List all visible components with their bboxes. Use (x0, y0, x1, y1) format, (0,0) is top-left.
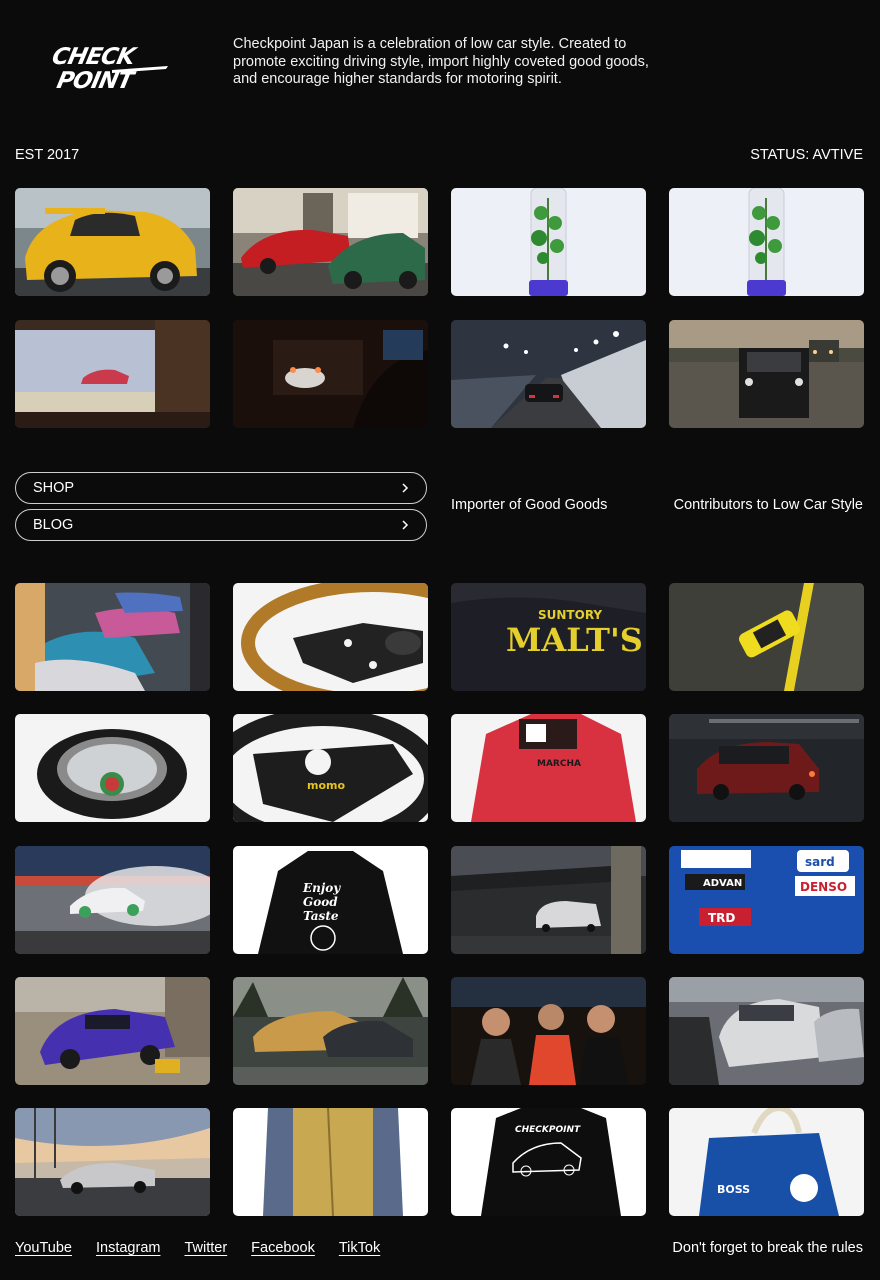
tile-gold-steering-wheel[interactable] (233, 583, 428, 691)
shop-button[interactable]: SHOP (15, 472, 427, 504)
tile-silver-skyline-lot[interactable] (669, 977, 864, 1085)
momo-text: momo (307, 779, 345, 792)
tile-shift-knob-plant-2[interactable] (669, 188, 864, 296)
tile-yellow-porsche[interactable] (15, 188, 210, 296)
established-label: EST 2017 (15, 147, 80, 163)
blog-button-label: BLOG (33, 517, 74, 533)
tile-purple-drift-car[interactable] (15, 977, 210, 1085)
malts-main-text: MALT'S (506, 621, 643, 659)
advan-text: ADVAN (703, 878, 742, 889)
sard-text: sard (805, 855, 835, 869)
tile-aerial-yellow-car[interactable] (669, 583, 864, 691)
hoodie-text-1: Enjoy (302, 881, 341, 895)
instagram-link[interactable]: Instagram (95, 1240, 161, 1256)
tile-red-sedan-night[interactable] (669, 714, 864, 822)
tile-checkpoint-hoodie[interactable]: CHECKPOINT (451, 1108, 646, 1216)
tile-tire-ashtray[interactable] (15, 714, 210, 822)
tile-friends-night[interactable] (451, 977, 646, 1085)
checkpoint-logo[interactable]: CHECK POINT (50, 40, 172, 94)
intro-description: Checkpoint Japan is a celebration of low… (233, 36, 649, 87)
contributors-tagline: Contributors to Low Car Style (673, 497, 863, 513)
blog-button[interactable]: BLOG (15, 509, 427, 541)
marcha-text: MARCHA (537, 759, 581, 769)
tile-drifting-car-smoke[interactable] (15, 846, 210, 954)
checkpoint-hoodie-text: CHECKPOINT (515, 1125, 581, 1135)
status-label: STATUS: AVTIVE (750, 147, 863, 163)
tile-yellow-denim-jacket[interactable] (233, 1108, 428, 1216)
denso-text: DENSO (800, 880, 847, 894)
tile-silver-car-bridge[interactable] (15, 1108, 210, 1216)
logo-text-top: CHECK (52, 43, 140, 70)
tile-enjoy-good-taste-hoodie[interactable]: Enjoy Good Taste (233, 846, 428, 954)
tile-gold-skyline-forest[interactable] (233, 977, 428, 1085)
tile-momo-steering-wheel[interactable]: momo (233, 714, 428, 822)
tile-suntory-malts-jacket[interactable]: SUNTORY MALT'S (451, 583, 646, 691)
tile-sponsor-jacket[interactable]: ADVAN TRD sard DENSO (669, 846, 864, 954)
hoodie-text-3: Taste (303, 909, 339, 923)
tile-tunnel-drive[interactable] (451, 320, 646, 428)
importer-tagline: Importer of Good Goods (451, 497, 608, 513)
facebook-link[interactable]: Facebook (251, 1240, 315, 1256)
boss-text: BOSS (717, 1183, 750, 1196)
shop-button-label: SHOP (33, 480, 75, 496)
tile-blue-boss-bag[interactable]: BOSS (669, 1108, 864, 1216)
chevron-right-icon (402, 520, 409, 530)
trd-text: TRD (708, 911, 735, 925)
tile-red-green-sportscars[interactable] (233, 188, 428, 296)
chevron-right-icon (402, 483, 409, 493)
tile-shift-knob-plant-1[interactable] (451, 188, 646, 296)
tile-cars-garage-row[interactable] (15, 583, 210, 691)
youtube-link[interactable]: YouTube (15, 1240, 72, 1256)
tile-model-car-window[interactable] (15, 320, 210, 428)
social-links: YouTube Instagram Twitter Facebook TikTo… (15, 1240, 380, 1256)
twitter-link[interactable]: Twitter (184, 1240, 228, 1256)
tiktok-link[interactable]: TikTok (338, 1240, 381, 1256)
footer-tagline: Don't forget to break the rules (672, 1240, 863, 1256)
tile-red-racing-jacket[interactable]: MARCHA (451, 714, 646, 822)
hoodie-text-2: Good (303, 895, 338, 909)
tile-minivan-overpass[interactable] (451, 846, 646, 954)
tile-black-sedan-road[interactable] (669, 320, 864, 428)
malts-top-text: SUNTORY (538, 608, 602, 622)
tile-night-driving-cockpit[interactable] (233, 320, 428, 428)
